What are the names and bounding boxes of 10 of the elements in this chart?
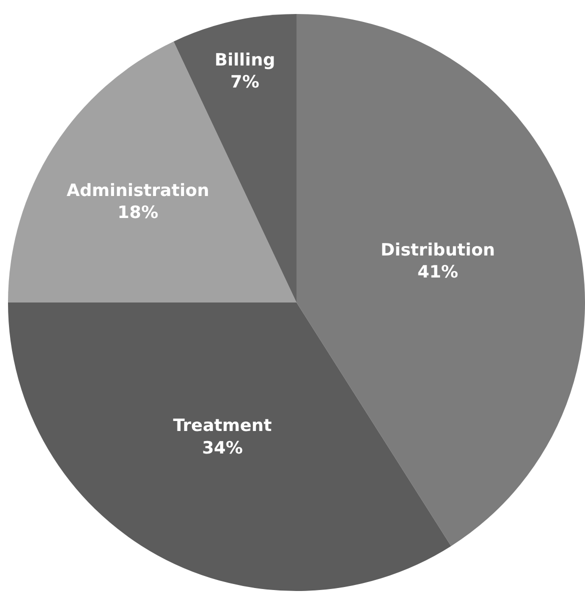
pie-slice bbox=[8, 41, 296, 302]
data-label: 18% bbox=[118, 202, 158, 223]
slice-label: Distribution bbox=[380, 240, 496, 260]
data-label: 7% bbox=[230, 72, 260, 92]
slice-label: Billing bbox=[214, 50, 276, 70]
slice-label: Administration bbox=[66, 180, 210, 201]
data-label: 34% bbox=[202, 438, 243, 458]
pie-slice bbox=[296, 14, 585, 546]
slice-label: Treatment bbox=[173, 416, 272, 436]
data-label: 41% bbox=[417, 262, 458, 282]
